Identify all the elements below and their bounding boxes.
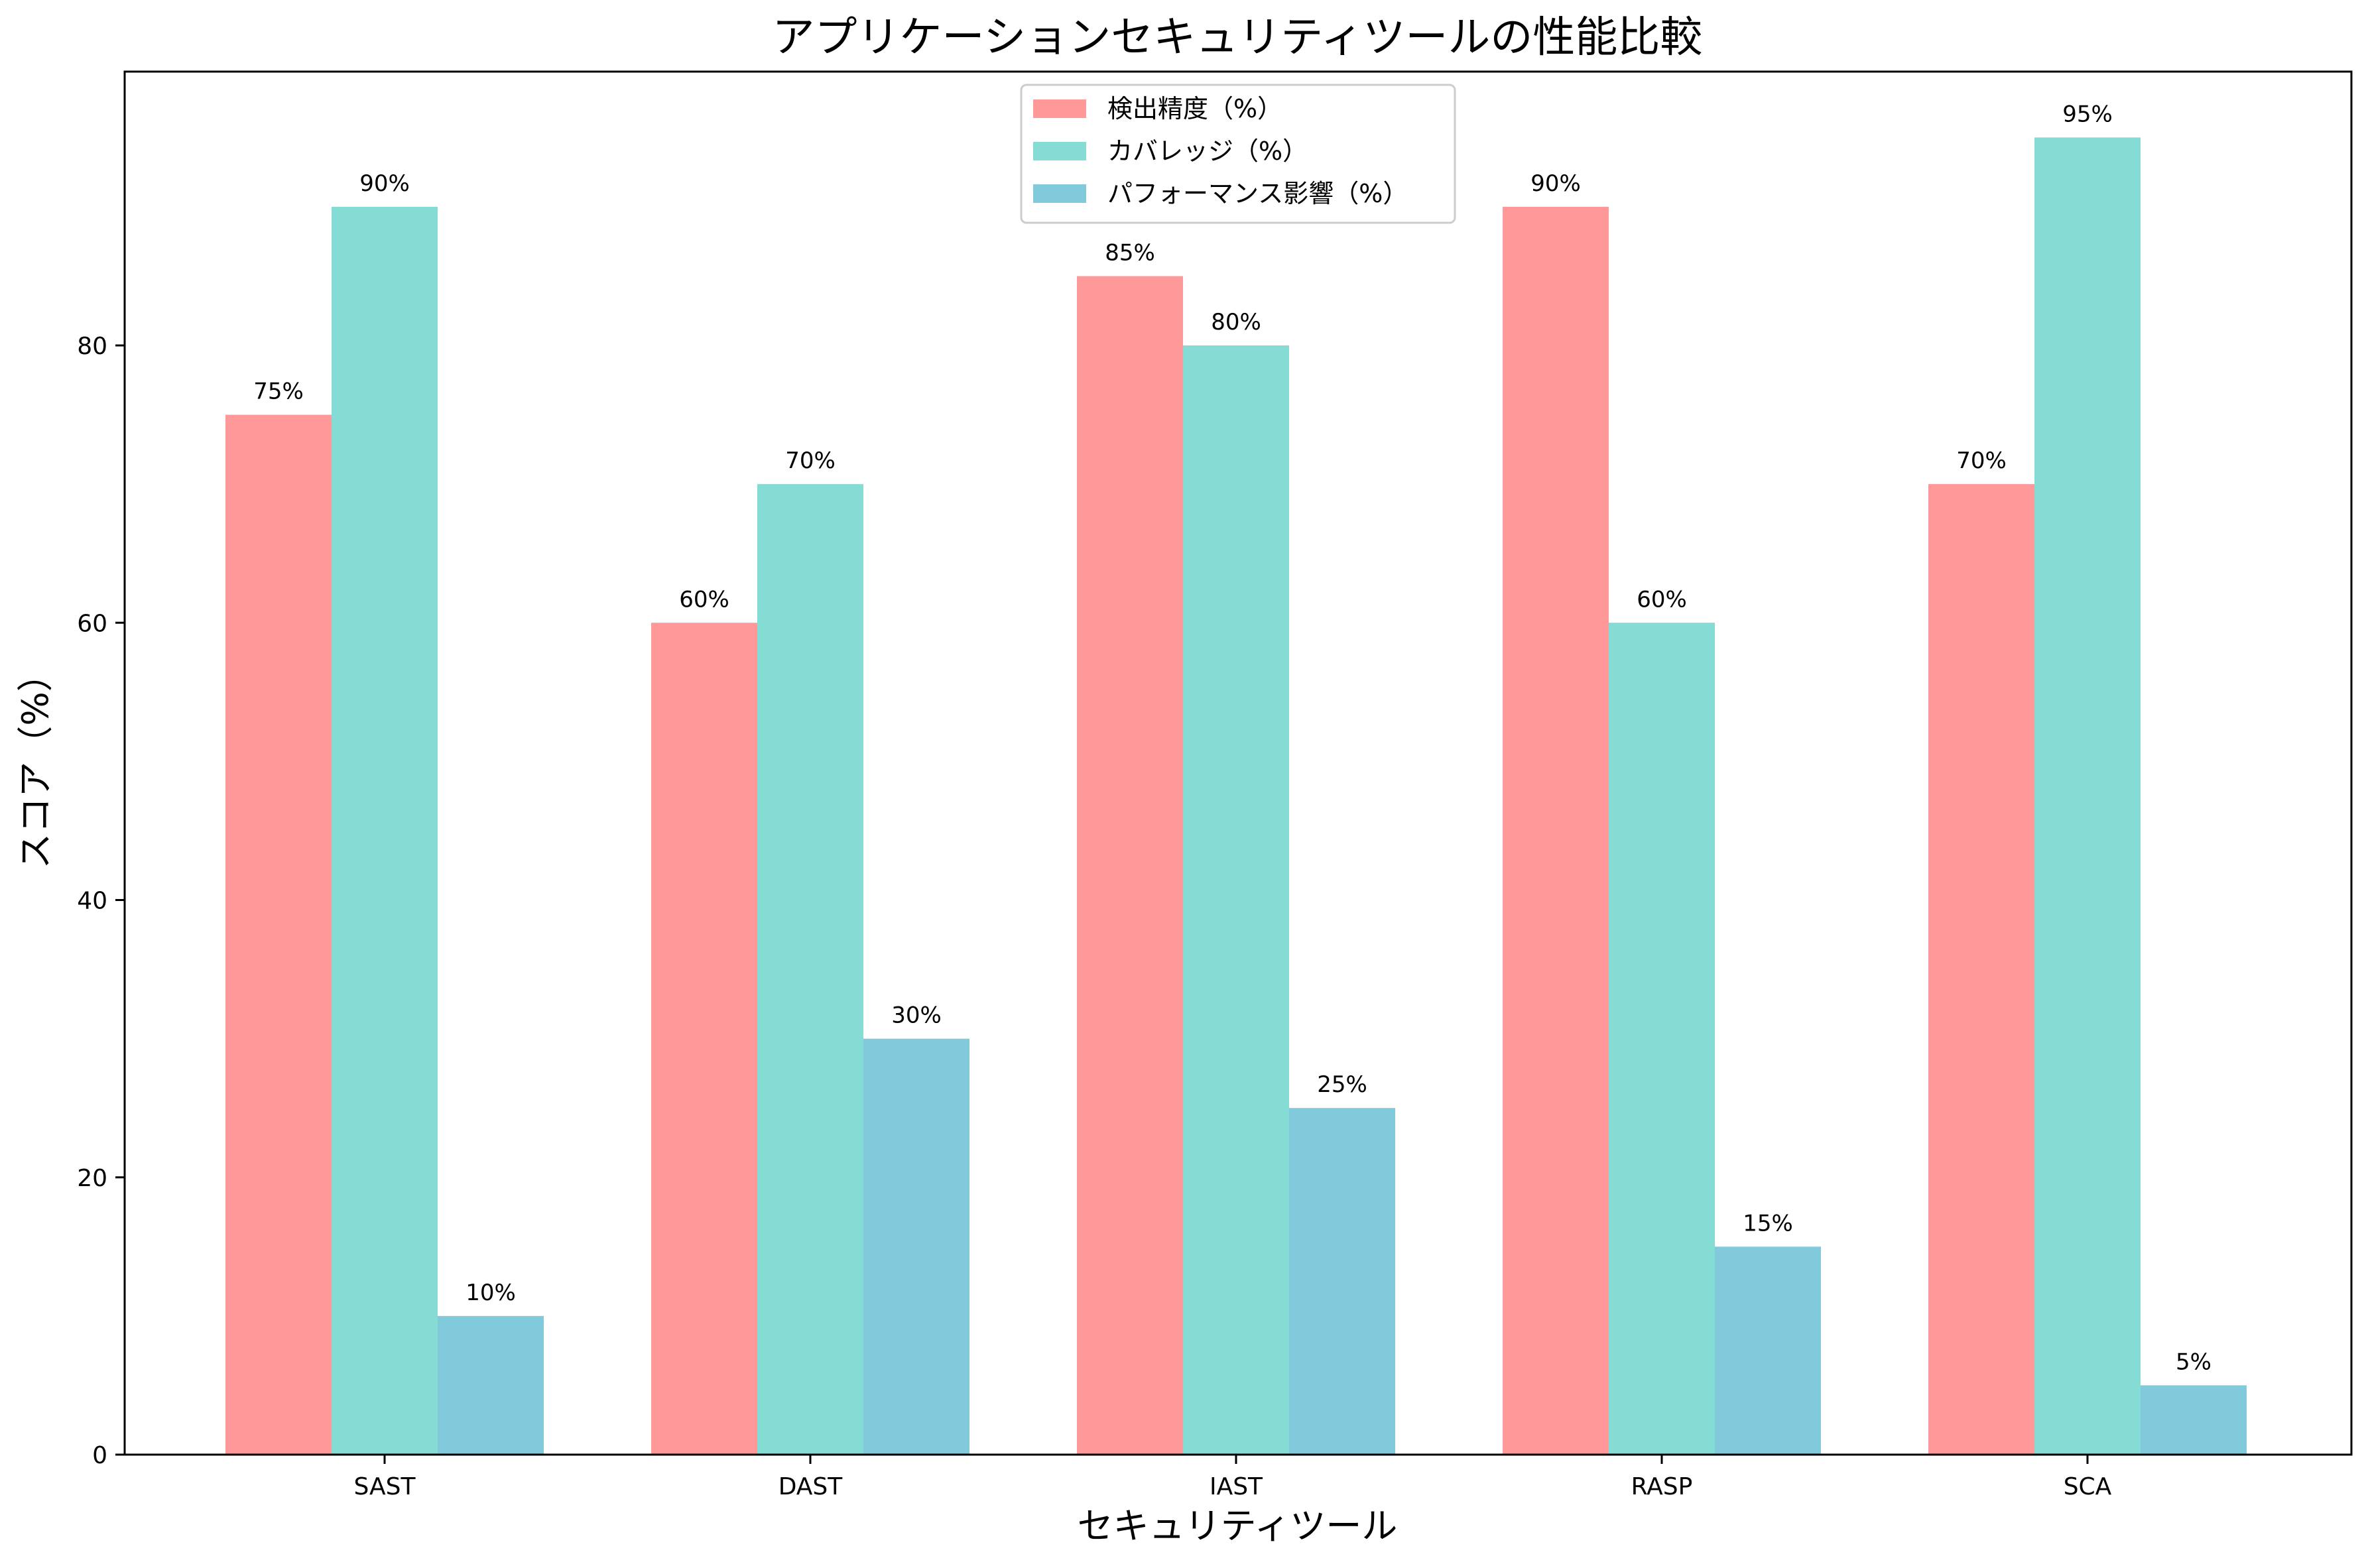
legend-label: パフォーマンス影響（%） bbox=[1107, 179, 1408, 208]
data-label: 70% bbox=[785, 448, 836, 474]
plot-area-frame bbox=[123, 70, 2353, 1456]
data-label: 30% bbox=[891, 1002, 942, 1029]
y-tick-label: 0 bbox=[92, 1442, 107, 1469]
x-tick-label: RASP bbox=[1631, 1473, 1693, 1500]
data-label: 60% bbox=[1637, 586, 1687, 613]
bar bbox=[863, 1038, 969, 1455]
legend-item[interactable]: カバレッジ（%） bbox=[1033, 137, 1308, 166]
legend-label: 検出精度（%） bbox=[1107, 94, 1282, 123]
y-tick-label: 20 bbox=[77, 1165, 107, 1192]
bar bbox=[225, 414, 332, 1455]
bar bbox=[1715, 1246, 1821, 1455]
data-label: 60% bbox=[679, 586, 729, 613]
y-axis-label: スコア（%） bbox=[15, 656, 56, 869]
x-tick-label: SAST bbox=[354, 1473, 416, 1500]
bar bbox=[1289, 1108, 1395, 1455]
legend-swatch bbox=[1033, 142, 1086, 160]
legend-item[interactable]: 検出精度（%） bbox=[1033, 94, 1282, 123]
data-label: 15% bbox=[1743, 1210, 1793, 1236]
x-tick-label: SCA bbox=[2064, 1473, 2112, 1500]
legend-label: カバレッジ（%） bbox=[1107, 137, 1308, 166]
bar bbox=[1077, 276, 1183, 1455]
data-label: 85% bbox=[1105, 239, 1155, 266]
data-label: 70% bbox=[1956, 448, 2007, 474]
x-axis: SAST DAST IAST RASP SCA bbox=[354, 1455, 2112, 1500]
x-tick-label: DAST bbox=[778, 1473, 843, 1500]
bar bbox=[1609, 623, 1715, 1455]
legend-box bbox=[1020, 84, 1456, 224]
data-label: 10% bbox=[466, 1280, 516, 1306]
bar bbox=[651, 623, 757, 1455]
chart-title: アプリケーションセキュリティツールの性能比較 bbox=[773, 13, 1703, 62]
bars-layer: 75% 60% 85% 90% 70% 90% 70% 80% 60% 95% 10% 30% 25% 1… bbox=[225, 101, 2247, 1455]
data-label: 95% bbox=[2062, 101, 2113, 127]
bar bbox=[757, 484, 863, 1455]
y-tick-label: 40 bbox=[77, 888, 107, 915]
bar bbox=[1183, 345, 1289, 1455]
bar bbox=[332, 206, 438, 1455]
data-label: 25% bbox=[1317, 1071, 1367, 1098]
bar bbox=[2034, 137, 2141, 1455]
x-tick-label: IAST bbox=[1210, 1473, 1263, 1500]
bar bbox=[2141, 1385, 2247, 1455]
legend-item[interactable]: パフォーマンス影響（%） bbox=[1033, 179, 1408, 208]
legend-swatch bbox=[1033, 99, 1086, 118]
y-axis: 0 20 40 60 80 bbox=[77, 333, 125, 1469]
data-label: 5% bbox=[2176, 1349, 2211, 1375]
data-label: 90% bbox=[1530, 170, 1581, 197]
y-tick-label: 80 bbox=[77, 333, 107, 360]
legend-swatch bbox=[1033, 184, 1086, 203]
data-label: 90% bbox=[359, 170, 410, 197]
x-axis-label: セキュリティツール bbox=[1078, 1505, 1398, 1547]
data-label: 75% bbox=[253, 379, 304, 405]
y-tick-label: 60 bbox=[77, 610, 107, 637]
bar bbox=[1928, 484, 2034, 1455]
bar bbox=[438, 1315, 544, 1455]
legend[interactable]: 検出精度（%） カバレッジ（%） パフォーマンス影響（%） bbox=[1020, 84, 1456, 224]
bar bbox=[1503, 206, 1609, 1455]
data-label: 80% bbox=[1211, 309, 1261, 335]
